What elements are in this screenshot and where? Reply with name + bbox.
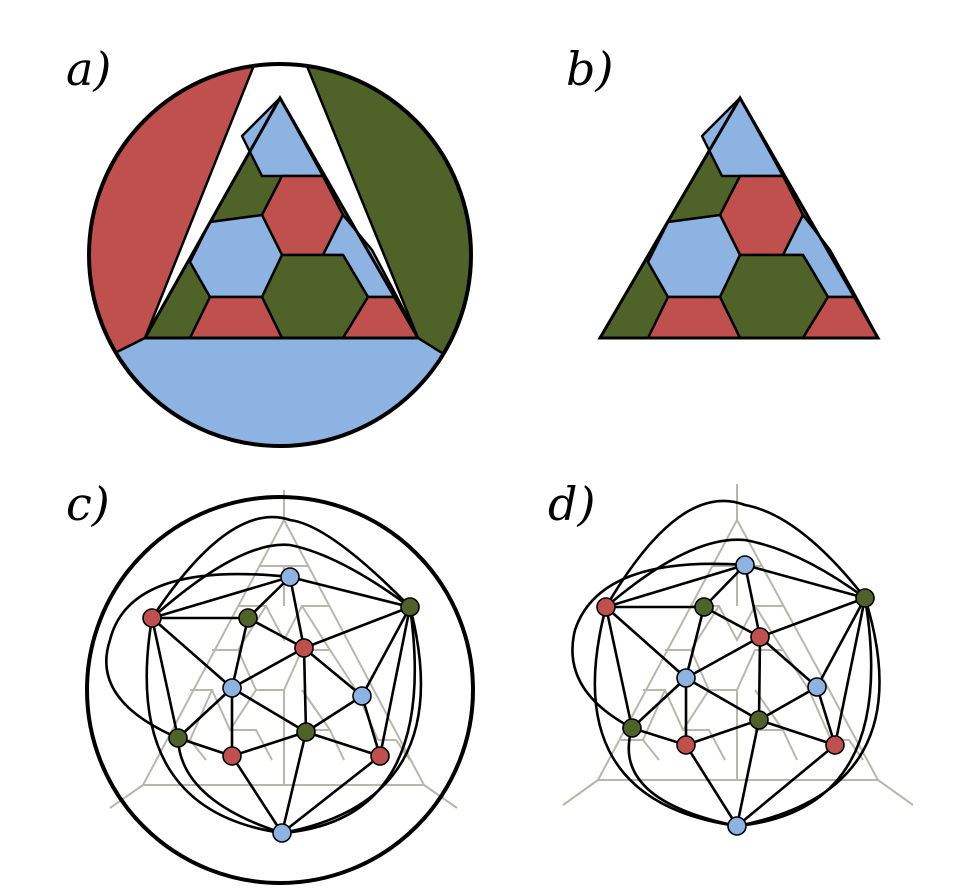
outer-red-region	[89, 64, 282, 446]
node-green	[296, 722, 316, 742]
node-red	[222, 746, 242, 766]
graph-edges-d	[571, 499, 881, 828]
disk-outline-a	[87, 62, 473, 448]
lattice-c	[109, 490, 458, 809]
node-green	[400, 597, 420, 617]
panel-d: d)	[548, 477, 914, 836]
node-blue	[352, 686, 372, 706]
triangle-outline-b	[597, 95, 881, 340]
graph-edges-c	[105, 515, 423, 835]
tiling-a	[142, 94, 421, 340]
panel-c: c)	[66, 477, 475, 885]
node-red	[676, 735, 696, 755]
node-red	[370, 746, 390, 766]
node-red	[294, 638, 314, 658]
node-blue	[735, 555, 755, 575]
graph-nodes-c	[142, 567, 420, 843]
node-blue	[280, 567, 300, 587]
triangle-outline-a	[142, 94, 421, 340]
node-red	[596, 597, 616, 617]
panel-c-label: c)	[66, 477, 110, 531]
panel-b: b)	[566, 42, 881, 340]
outer-blue-region	[89, 336, 471, 446]
node-green	[168, 728, 188, 748]
node-blue	[727, 816, 747, 836]
node-blue	[222, 678, 242, 698]
node-blue	[272, 823, 292, 843]
panel-b-label: b)	[566, 42, 613, 96]
node-red	[142, 608, 162, 628]
node-red	[825, 735, 845, 755]
node-red	[750, 627, 770, 647]
panel-a-label: a)	[66, 42, 111, 96]
node-blue	[807, 677, 827, 697]
node-blue	[676, 668, 696, 688]
outer-green-region	[278, 64, 471, 422]
tiling-b	[597, 95, 881, 340]
node-green	[238, 608, 258, 628]
graph-nodes-d	[596, 555, 875, 836]
node-green	[694, 597, 714, 617]
node-green	[622, 718, 642, 738]
node-green	[749, 710, 769, 730]
panel-d-label: d)	[548, 477, 595, 531]
node-green	[855, 588, 875, 608]
disk-outline-c	[85, 495, 475, 885]
